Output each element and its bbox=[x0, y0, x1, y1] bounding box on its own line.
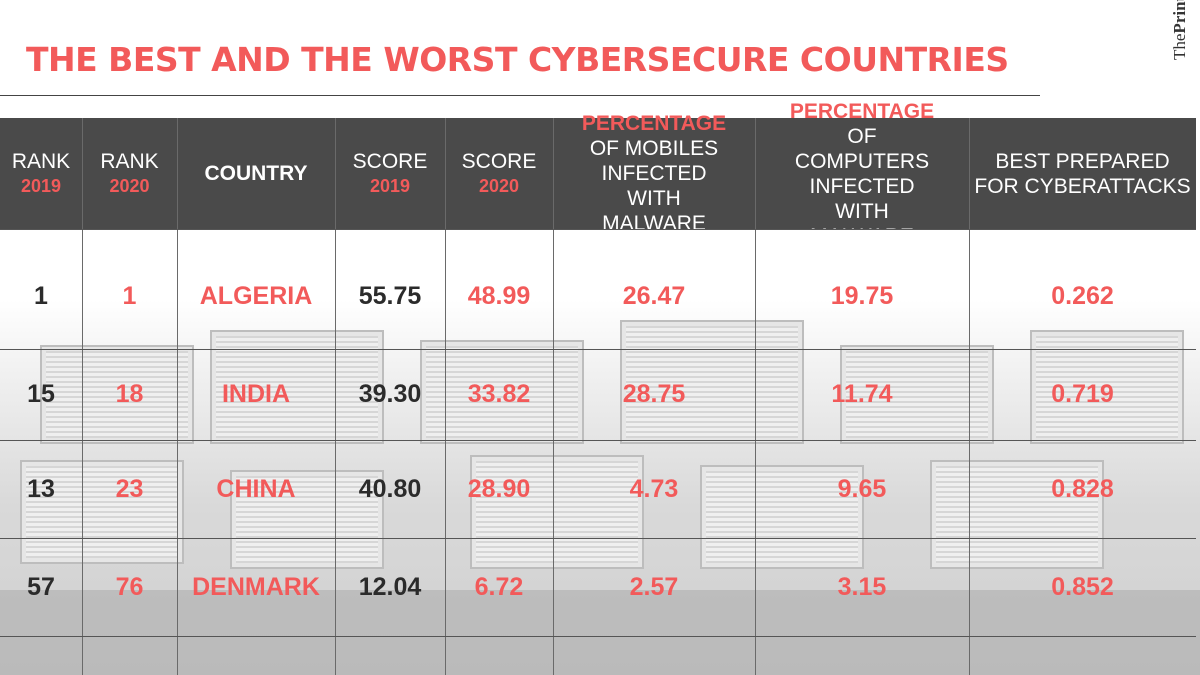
row-divider bbox=[0, 349, 1196, 350]
table-header: RANK 2019 RANK 2020 COUNTRY SCORE 2019 SCOR… bbox=[0, 99, 1196, 248]
brand-name: Print bbox=[1170, 0, 1189, 34]
cell-best-prepared: 0.852 bbox=[1051, 572, 1114, 601]
cell-country: ALGERIA bbox=[199, 281, 313, 310]
row-divider bbox=[0, 636, 1196, 637]
row-divider bbox=[0, 538, 1196, 539]
cell-country: DENMARK bbox=[192, 572, 320, 601]
cell-rank-2020: 76 bbox=[115, 572, 144, 601]
cell-computers-infected: 11.74 bbox=[831, 380, 893, 408]
title-divider bbox=[0, 95, 1040, 96]
cell-best-prepared: 0.719 bbox=[1051, 380, 1114, 408]
cell-country: INDIA bbox=[221, 380, 291, 408]
header-score-2019: SCORE 2019 bbox=[352, 149, 428, 196]
brand-prefix: The bbox=[1170, 33, 1189, 60]
cell-mobiles-infected: 28.75 bbox=[622, 380, 686, 408]
brand-logo: ThePrint bbox=[1170, 0, 1190, 60]
header-computers-infected: PERCENTAGE OF COMPUTERS INFECTED WITH MAL… bbox=[789, 99, 935, 248]
cell-score-2020: 28.90 bbox=[467, 474, 531, 503]
column-divider bbox=[969, 118, 970, 675]
page-title: THE BEST AND THE WORST CYBERSECURE COUNT… bbox=[26, 40, 1009, 79]
header-best-prepared: BEST PREPARED FOR CYBERATTACKS bbox=[974, 149, 1191, 198]
header-country: COUNTRY bbox=[204, 162, 308, 185]
header-mobiles-infected: PERCENTAGE OF MOBILES INFECTED WITH MALWA… bbox=[581, 112, 727, 235]
cell-rank-2020: 23 bbox=[115, 474, 144, 503]
row-divider bbox=[0, 440, 1196, 441]
cell-score-2019: 39.30 bbox=[358, 380, 422, 408]
cell-score-2019: 55.75 bbox=[358, 281, 422, 310]
header-rank-2019: RANK 2019 bbox=[11, 149, 71, 196]
cell-score-2020: 48.99 bbox=[467, 281, 531, 310]
cell-score-2019: 12.04 bbox=[358, 572, 422, 601]
row-divider bbox=[0, 229, 1196, 230]
cell-computers-infected: 19.75 bbox=[830, 281, 894, 310]
cell-score-2020: 33.82 bbox=[467, 380, 531, 408]
cell-country: CHINA bbox=[216, 474, 296, 503]
cell-rank-2020: 18 bbox=[115, 380, 144, 408]
cell-computers-infected: 3.15 bbox=[837, 572, 887, 601]
cell-score-2020: 6.72 bbox=[474, 572, 524, 601]
cell-rank-2020: 1 bbox=[122, 281, 137, 310]
cell-rank-2019: 13 bbox=[27, 474, 55, 503]
cell-best-prepared: 0.828 bbox=[1051, 474, 1114, 503]
cell-rank-2019: 15 bbox=[27, 380, 55, 408]
header-rank-2020: RANK 2020 bbox=[100, 149, 159, 196]
column-divider bbox=[82, 118, 83, 675]
cell-rank-2019: 57 bbox=[27, 572, 55, 601]
cell-best-prepared: 0.262 bbox=[1051, 281, 1114, 310]
cell-rank-2019: 1 bbox=[34, 281, 48, 310]
header-score-2020: SCORE 2020 bbox=[461, 149, 537, 196]
cell-mobiles-infected: 4.73 bbox=[629, 474, 679, 503]
column-divider bbox=[177, 118, 178, 675]
cell-mobiles-infected: 2.57 bbox=[629, 572, 679, 601]
column-divider bbox=[335, 118, 336, 675]
column-divider bbox=[755, 118, 756, 675]
column-divider bbox=[553, 118, 554, 675]
cell-score-2019: 40.80 bbox=[358, 474, 422, 503]
column-divider bbox=[445, 118, 446, 675]
cell-mobiles-infected: 26.47 bbox=[622, 281, 686, 310]
cell-computers-infected: 9.65 bbox=[837, 474, 887, 503]
